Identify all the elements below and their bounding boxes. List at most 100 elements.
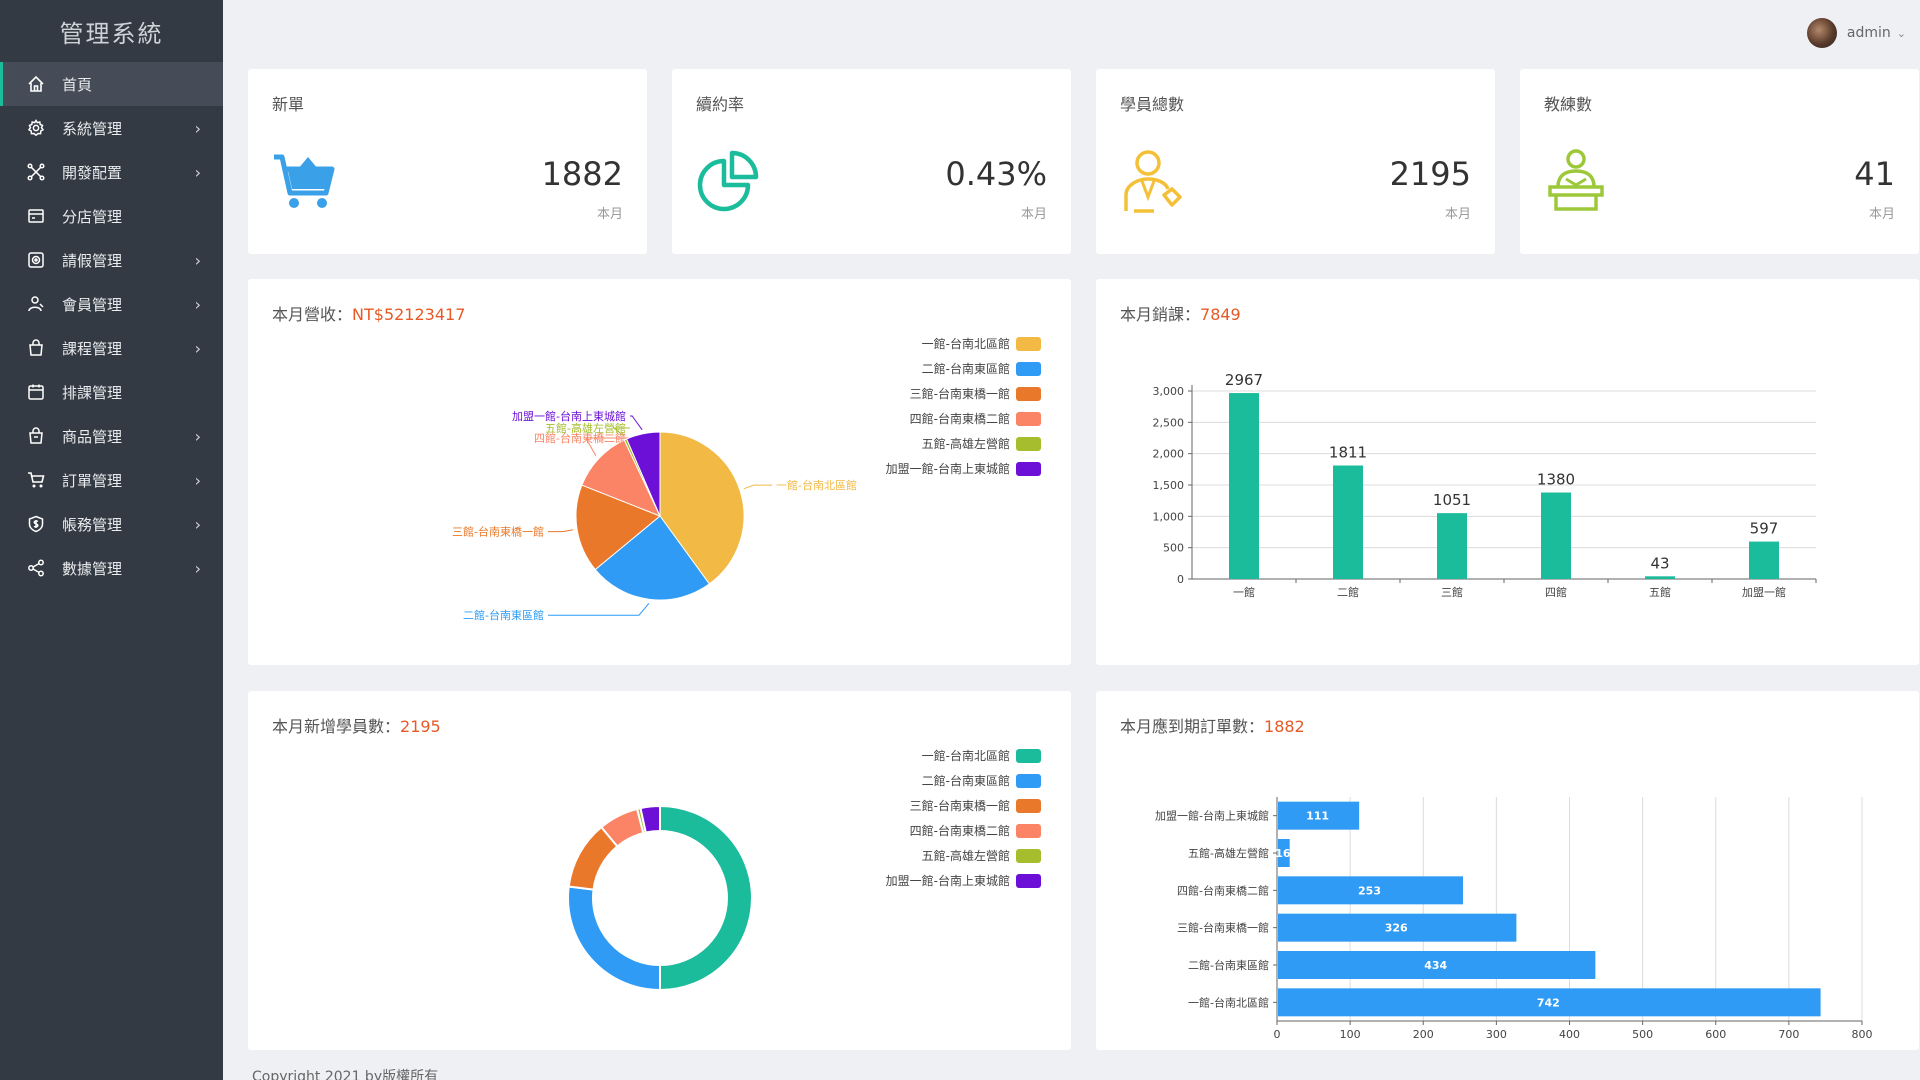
chevron-right-icon: › bbox=[194, 294, 201, 314]
sidebar-item-label: 帳務管理 bbox=[62, 515, 123, 534]
legend-swatch bbox=[1016, 823, 1041, 838]
home-icon bbox=[26, 74, 46, 94]
x-tick-label: 五館 bbox=[1649, 585, 1671, 599]
sidebar-item-schedule[interactable]: 排課管理 bbox=[0, 370, 223, 414]
stat-subtitle: 本月 bbox=[1444, 207, 1471, 222]
sidebar-item-label: 課程管理 bbox=[62, 339, 123, 358]
legend-item[interactable]: 加盟一館-台南上東城館 bbox=[886, 456, 1041, 481]
new-students-panel: 本月新增學員數：2195 一館-台南北區館 二館-台南東區館 三館-台南東橋一館… bbox=[248, 691, 1071, 1050]
legend-label: 五館-高雄左營館 bbox=[921, 849, 1010, 863]
legend-label: 四館-台南東橋二館 bbox=[909, 824, 1010, 838]
legend-item[interactable]: 一館-台南北區館 bbox=[886, 331, 1041, 356]
legend-swatch bbox=[1016, 461, 1041, 476]
legend-item[interactable]: 二館-台南東區館 bbox=[886, 356, 1041, 381]
bar-value-label: 1380 bbox=[1537, 471, 1575, 489]
sidebar-item-data[interactable]: 數據管理 › bbox=[0, 546, 223, 590]
network-icon bbox=[26, 162, 46, 182]
chevron-right-icon: › bbox=[194, 118, 201, 138]
donut-slice bbox=[639, 804, 661, 834]
pie-label-line bbox=[630, 415, 643, 431]
bar-value-label: 253 bbox=[1358, 884, 1381, 897]
legend-item[interactable]: 二館-台南東區館 bbox=[886, 768, 1041, 793]
x-tick-label: 200 bbox=[1413, 1028, 1434, 1041]
gear-icon bbox=[26, 118, 46, 138]
sidebar-item-member[interactable]: 會員管理 › bbox=[0, 282, 223, 326]
user-menu[interactable]: admin ⌄ bbox=[1806, 18, 1906, 48]
bar bbox=[1278, 988, 1821, 1017]
legend-label: 二館-台南東區館 bbox=[921, 362, 1010, 376]
pie-label: 三館-台南東橋一館 bbox=[452, 525, 544, 539]
sidebar-item-product[interactable]: 商品管理 › bbox=[0, 414, 223, 458]
y-tick-label: 加盟一館-台南上東城館 bbox=[1155, 809, 1269, 823]
sidebar-item-label: 商品管理 bbox=[62, 427, 123, 446]
pie-slice bbox=[581, 439, 661, 517]
bar bbox=[1333, 465, 1363, 579]
sidebar-item-system[interactable]: 系統管理 › bbox=[0, 106, 223, 150]
legend-item[interactable]: 三館-台南東橋一館 bbox=[886, 793, 1041, 818]
y-tick-label: 2,500 bbox=[1153, 416, 1185, 429]
bar bbox=[1541, 492, 1571, 579]
sidebar-item-label: 分店管理 bbox=[62, 207, 123, 226]
legend-swatch bbox=[1016, 773, 1041, 788]
new-students-value: 2195 bbox=[400, 717, 441, 736]
pie-label-line bbox=[548, 529, 574, 533]
sidebar-item-label: 首頁 bbox=[62, 75, 93, 94]
legend-item[interactable]: 三館-台南東橋一館 bbox=[886, 381, 1041, 406]
legend-swatch bbox=[1016, 386, 1041, 401]
pie-label: 五館-高雄左營館 bbox=[545, 421, 626, 435]
x-tick-label: 0 bbox=[1274, 1028, 1281, 1041]
stat-value: 1882 bbox=[541, 155, 623, 193]
legend-item[interactable]: 四館-台南東橋二館 bbox=[886, 406, 1041, 431]
panel-title: 本月銷課：7849 bbox=[1120, 301, 1241, 325]
bar bbox=[1278, 913, 1517, 942]
chevron-right-icon: › bbox=[194, 338, 201, 358]
legend-item[interactable]: 加盟一館-台南上東城館 bbox=[886, 868, 1041, 893]
legend-swatch bbox=[1016, 848, 1041, 863]
panel-title: 本月新增學員數：2195 bbox=[272, 713, 441, 737]
panel-title: 本月營收：NT$52123417 bbox=[272, 301, 465, 325]
sidebar-item-dev-config[interactable]: 開發配置 › bbox=[0, 150, 223, 194]
legend-label: 一館-台南北區館 bbox=[921, 749, 1010, 763]
y-tick-label: 二館-台南東區館 bbox=[1188, 958, 1269, 972]
sidebar-item-label: 請假管理 bbox=[62, 251, 123, 270]
expiring-label: 本月應到期訂單數： bbox=[1120, 717, 1265, 736]
y-tick-label: 3,000 bbox=[1153, 385, 1185, 398]
footer-copyright: Copyright 2021 by版權所有 bbox=[252, 1069, 439, 1080]
user-name: admin bbox=[1846, 25, 1891, 41]
legend-swatch bbox=[1016, 411, 1041, 426]
legend-item[interactable]: 五館-高雄左營館 bbox=[886, 843, 1041, 868]
legend-item[interactable]: 一館-台南北區館 bbox=[886, 743, 1041, 768]
legend-label: 加盟一館-台南上東城館 bbox=[885, 874, 1010, 888]
revenue-label: 本月營收： bbox=[272, 305, 353, 324]
legend-item[interactable]: 五館-高雄左營館 bbox=[886, 431, 1041, 456]
sales-label: 本月銷課： bbox=[1120, 305, 1201, 324]
sidebar-item-home[interactable]: 首頁 bbox=[0, 62, 223, 106]
sidebar-item-leave[interactable]: 請假管理 › bbox=[0, 238, 223, 282]
sidebar-item-branch[interactable]: 分店管理 bbox=[0, 194, 223, 238]
sidebar-item-label: 會員管理 bbox=[62, 295, 123, 314]
sales-panel: 本月銷課：7849 0 500 1,000 1,500 2,000 2,500 3,000 2… bbox=[1096, 279, 1919, 665]
sidebar-item-order[interactable]: 訂單管理 › bbox=[0, 458, 223, 502]
bar bbox=[1278, 801, 1360, 830]
sidebar-item-accounting[interactable]: 帳務管理 › bbox=[0, 502, 223, 546]
pie-label: 加盟一館-台南上東城館 bbox=[512, 409, 626, 423]
bar-value-label: 434 bbox=[1424, 959, 1447, 972]
legend-swatch bbox=[1016, 873, 1041, 888]
chevron-right-icon: › bbox=[194, 250, 201, 270]
y-tick-label: 0 bbox=[1177, 573, 1184, 586]
stat-title: 新單 bbox=[272, 95, 305, 114]
sidebar-item-course[interactable]: 課程管理 › bbox=[0, 326, 223, 370]
stat-value: 41 bbox=[1854, 155, 1895, 193]
expiring-orders-panel: 本月應到期訂單數：1882 0 100 200 300 400 500 600 700 800 1… bbox=[1096, 691, 1919, 1050]
chevron-right-icon: › bbox=[194, 470, 201, 490]
chevron-down-icon: ⌄ bbox=[1896, 26, 1906, 40]
legend-item[interactable]: 四館-台南東橋二館 bbox=[886, 818, 1041, 843]
legend-swatch bbox=[1016, 336, 1041, 351]
new-students-label: 本月新增學員數： bbox=[272, 717, 401, 736]
avatar bbox=[1806, 18, 1837, 48]
x-tick-label: 二館 bbox=[1337, 585, 1359, 599]
pie-label: 二館-台南東區館 bbox=[463, 608, 544, 622]
sales-bar-chart: 0 500 1,000 1,500 2,000 2,500 3,000 2967 一館 1811 二… bbox=[1153, 371, 1817, 599]
stat-value: 2195 bbox=[1389, 155, 1471, 193]
